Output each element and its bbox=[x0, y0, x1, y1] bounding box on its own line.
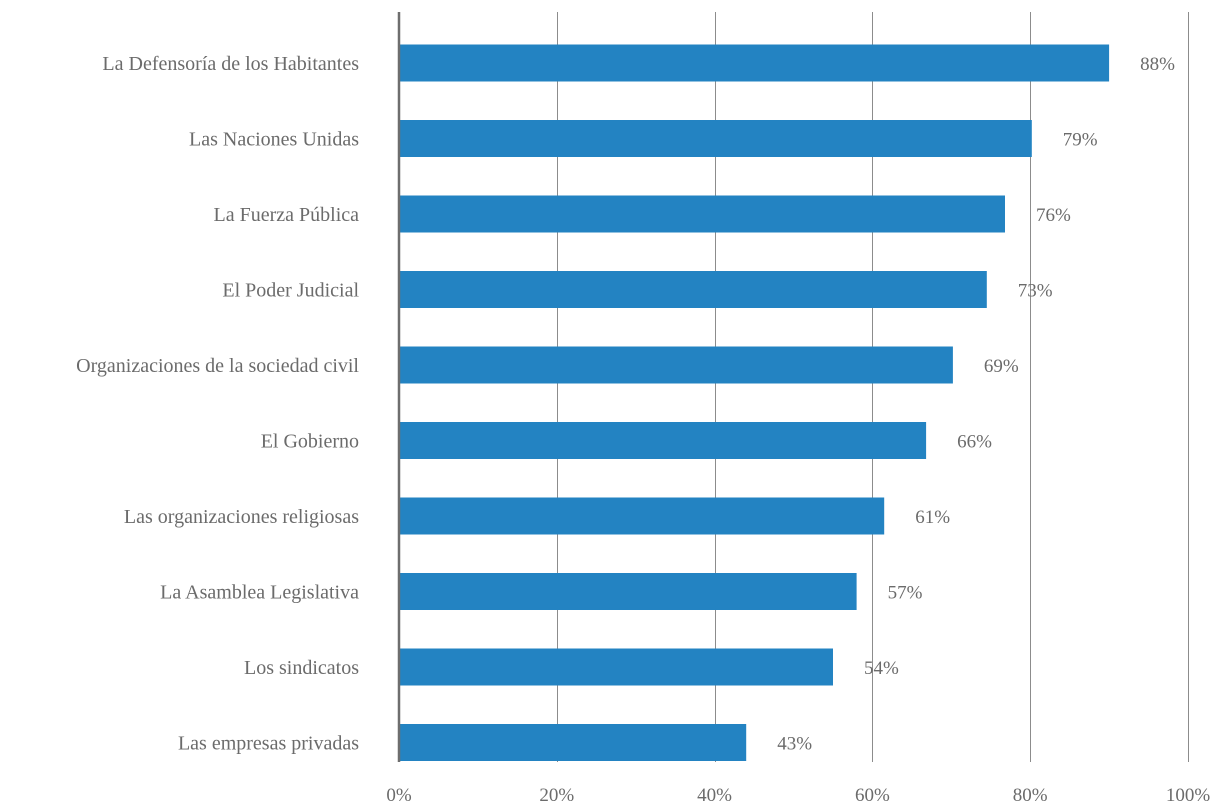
data-label: 76% bbox=[1036, 205, 1071, 226]
bar bbox=[399, 422, 927, 459]
category-label: Las empresas privadas bbox=[178, 733, 359, 755]
data-labels: 88% 79% 76% 73% 69% 66% 61% 57% 54% 43% bbox=[777, 54, 1175, 755]
bar bbox=[399, 648, 833, 686]
category-label: La Fuerza Pública bbox=[214, 204, 360, 226]
category-labels: La Defensoría de los Habitantes Las Nacio… bbox=[76, 53, 359, 755]
data-label: 73% bbox=[1018, 281, 1053, 302]
category-label: Las organizaciones religiosas bbox=[124, 506, 359, 528]
bar bbox=[399, 724, 747, 761]
category-label: Los sindicatos bbox=[244, 657, 359, 679]
category-label: La Asamblea Legislativa bbox=[160, 582, 359, 604]
data-label: 69% bbox=[984, 356, 1019, 377]
data-label: 61% bbox=[915, 507, 950, 528]
x-tick-label: 0% bbox=[386, 785, 412, 806]
bars bbox=[399, 44, 1110, 761]
x-tick-label: 60% bbox=[855, 785, 890, 806]
x-tick-labels: 0% 20% 40% 60% 80% 100% bbox=[386, 785, 1210, 806]
category-label: La Defensoría de los Habitantes bbox=[102, 53, 359, 75]
data-label: 79% bbox=[1063, 130, 1098, 151]
bar bbox=[399, 271, 987, 308]
bar bbox=[399, 497, 885, 535]
category-label: El Poder Judicial bbox=[222, 280, 359, 302]
x-tick-label: 40% bbox=[697, 785, 732, 806]
x-tick-label: 100% bbox=[1166, 785, 1211, 806]
x-tick-label: 20% bbox=[539, 785, 574, 806]
data-label: 66% bbox=[957, 432, 992, 453]
category-label: El Gobierno bbox=[261, 431, 359, 453]
bar bbox=[399, 195, 1005, 233]
category-label: Las Naciones Unidas bbox=[189, 129, 359, 151]
data-label: 43% bbox=[777, 734, 812, 755]
bar bbox=[399, 346, 953, 384]
category-label: Organizaciones de la sociedad civil bbox=[76, 355, 359, 377]
bar bbox=[399, 573, 857, 610]
data-label: 88% bbox=[1140, 54, 1175, 75]
data-label: 54% bbox=[864, 658, 899, 679]
data-label: 57% bbox=[888, 583, 923, 604]
bar bbox=[399, 120, 1032, 157]
bar bbox=[399, 44, 1110, 82]
x-tick-label: 80% bbox=[1013, 785, 1048, 806]
